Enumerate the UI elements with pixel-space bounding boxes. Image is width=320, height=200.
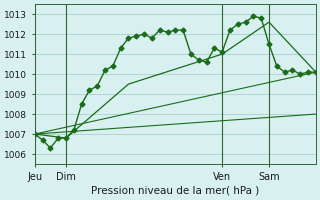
X-axis label: Pression niveau de la mer( hPa ): Pression niveau de la mer( hPa ) (91, 186, 260, 196)
